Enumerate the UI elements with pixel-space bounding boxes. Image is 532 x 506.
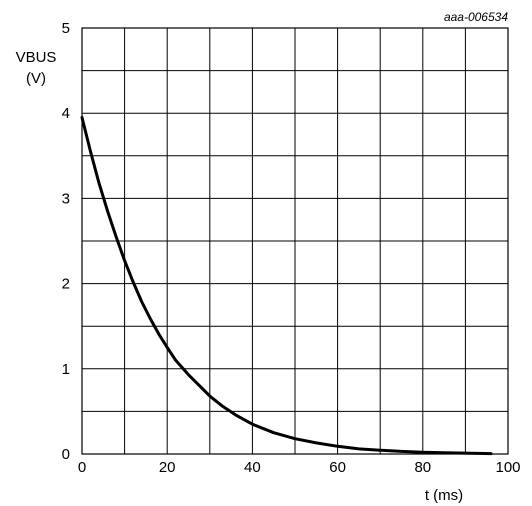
x-tick-label: 40 xyxy=(244,459,261,476)
y-tick-label: 5 xyxy=(62,20,70,37)
y-tick-label: 0 xyxy=(62,446,70,463)
tick-labels: 0 20 40 60 80 100 0 1 2 3 4 5 xyxy=(62,20,521,476)
x-tick-label: 0 xyxy=(78,459,86,476)
y-tick-label: 4 xyxy=(62,105,70,122)
grid xyxy=(82,28,508,454)
y-axis-title: VBUS xyxy=(16,49,57,66)
x-axis-title: t (ms) xyxy=(425,487,463,504)
plot-frame xyxy=(81,27,509,455)
y-axis-unit: (V) xyxy=(26,70,46,87)
y-tick-label: 3 xyxy=(62,190,70,207)
x-tick-label: 80 xyxy=(414,459,431,476)
series-layer xyxy=(80,116,493,456)
y-tick-label: 2 xyxy=(62,276,70,293)
x-tick-label: 60 xyxy=(329,459,346,476)
x-tick-label: 100 xyxy=(495,459,520,476)
x-tick-label: 20 xyxy=(159,459,176,476)
vbus-decay-curve xyxy=(80,116,493,456)
reference-id: aaa-006534 xyxy=(444,10,508,24)
y-tick-label: 1 xyxy=(62,361,70,378)
